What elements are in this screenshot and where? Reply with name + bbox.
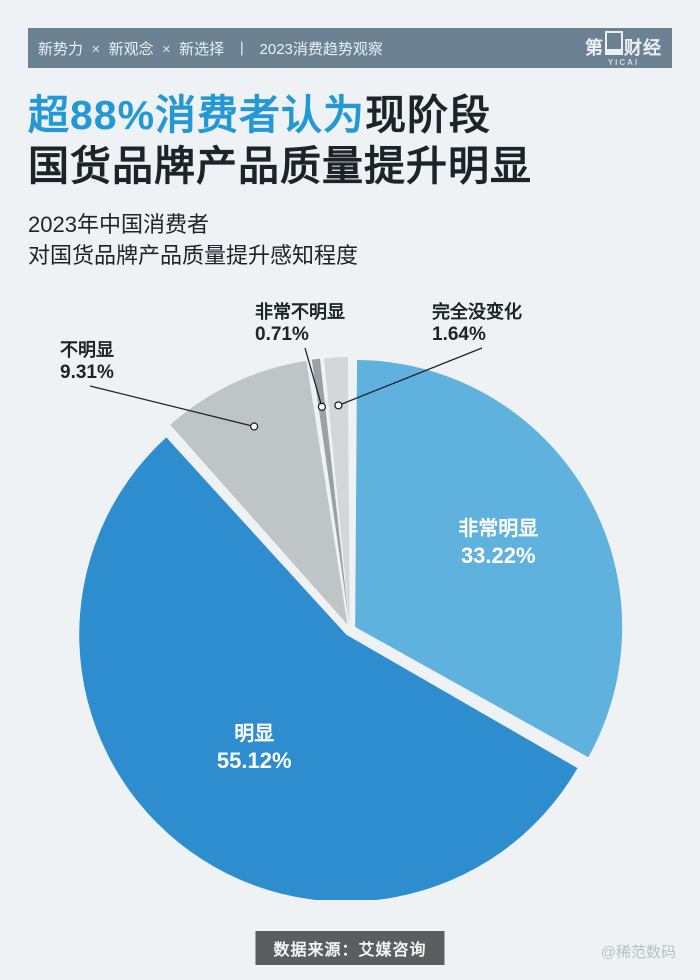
header-tags: 新势力 ✕ 新观念 ✕ 新选择 丨 2023消费趋势观察 — [38, 38, 383, 59]
callout-dot-not_obvious — [251, 423, 258, 430]
pie-chart: 非常明显33.22% 明显55.12% 不明显9.31% 非常不明显0.71% 完全没变… — [0, 280, 700, 900]
headline-rest-1: 现阶段 — [365, 92, 491, 138]
pie-label-very_not: 非常不明显0.71% — [255, 302, 345, 346]
header-tag-3: 新选择 — [179, 41, 224, 58]
header-tag-2: 新观念 — [109, 41, 154, 58]
header-sep-1: ✕ — [91, 44, 100, 56]
pie-label-very_obvious: 非常明显33.22% — [428, 516, 568, 571]
pie-label-not_obvious: 不明显9.31% — [60, 340, 114, 384]
headline-accent: 超88%消费者认为 — [28, 92, 365, 138]
watermark: @稀范数码 — [601, 941, 676, 962]
header-tag-1: 新势力 — [38, 41, 83, 58]
callout-dot-very_not — [318, 403, 325, 410]
brand-logo: 第财经 YICAI — [585, 30, 662, 67]
header-bar: 新势力 ✕ 新观念 ✕ 新选择 丨 2023消费趋势观察 第财经 YICAI — [28, 28, 672, 68]
header-sep-2: ✕ — [162, 44, 171, 56]
header-pipe: 丨 — [234, 41, 249, 58]
headline: 超88%消费者认为现阶段 国货品牌产品质量提升明显 — [28, 90, 672, 193]
infographic-canvas: 新势力 ✕ 新观念 ✕ 新选择 丨 2023消费趋势观察 第财经 YICAI 超… — [0, 0, 700, 980]
header-subtitle: 2023消费趋势观察 — [260, 41, 383, 58]
pie-label-obvious: 明显55.12% — [184, 721, 324, 776]
logo-box-icon — [605, 31, 623, 55]
headline-line-2: 国货品牌产品质量提升明显 — [28, 143, 532, 189]
source-bar: 数据来源：艾媒咨询 — [255, 931, 444, 965]
chart-subtitle: 2023年中国消费者 对国货品牌产品质量提升感知程度 — [28, 210, 358, 272]
callout-dot-no_change — [335, 402, 342, 409]
pie-label-no_change: 完全没变化1.64% — [432, 302, 522, 346]
